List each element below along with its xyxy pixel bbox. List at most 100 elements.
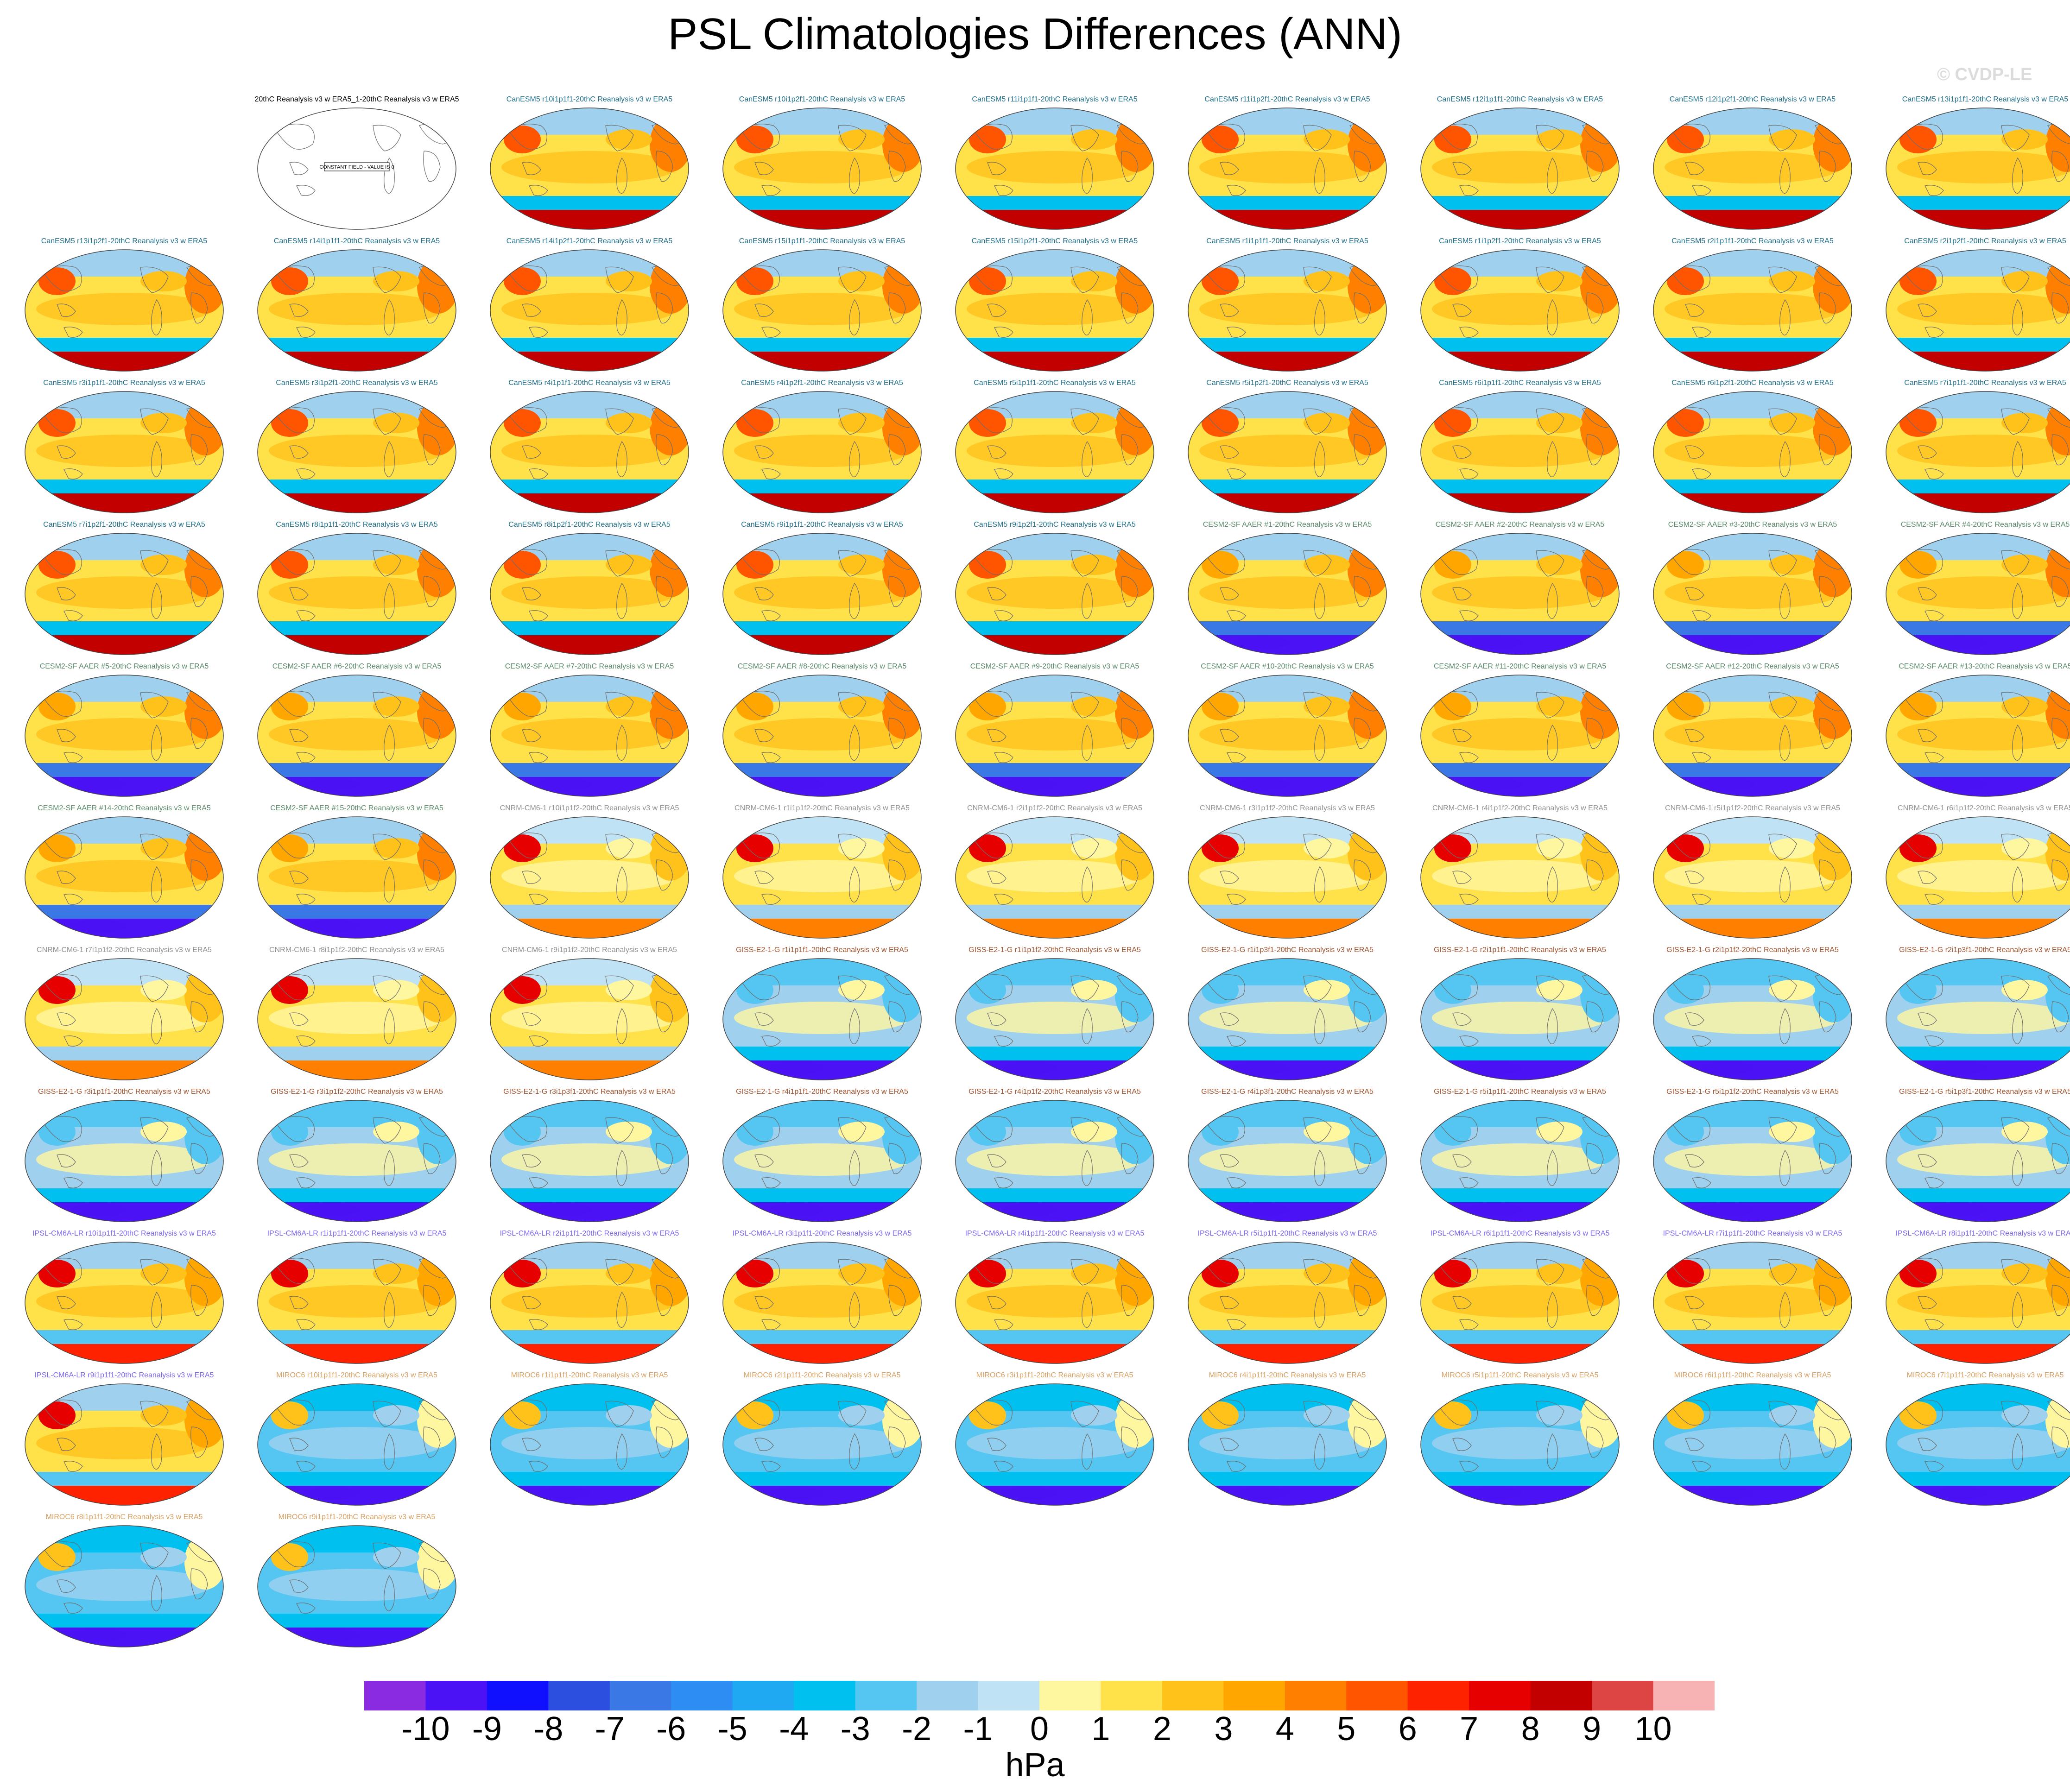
map-svg <box>1653 1100 1852 1222</box>
map-panel: CanESM5 r5i1p1f1-20thC Reanalysis v3 w E… <box>939 379 1171 520</box>
map-panel: CESM2-SF AAER #5-20thC Reanalysis v3 w E… <box>8 662 240 803</box>
map-panel: GISS-E2-1-G r4i1p1f1-20thC Reanalysis v3… <box>706 1087 938 1229</box>
map-panel: GISS-E2-1-G r2i1p3f1-20thC Reanalysis v3… <box>1869 946 2070 1087</box>
panel-title: CESM2-SF AAER #15-20thC Reanalysis v3 w … <box>270 804 443 812</box>
map-panel: CanESM5 r8i1p1f1-20thC Reanalysis v3 w E… <box>241 520 473 662</box>
colorbar-swatch <box>609 1681 671 1710</box>
panel-title: MIROC6 r5i1p1f1-20thC Reanalysis v3 w ER… <box>1441 1371 1599 1379</box>
panel-title: CESM2-SF AAER #4-20thC Reanalysis v3 w E… <box>1900 521 2070 529</box>
panel-title: IPSL-CM6A-LR r3i1p1f1-20thC Reanalysis v… <box>732 1230 912 1237</box>
map-svg <box>1188 1242 1387 1364</box>
map-svg <box>257 249 456 372</box>
map-panel: CanESM5 r4i1p1f1-20thC Reanalysis v3 w E… <box>474 379 705 520</box>
panel-title: IPSL-CM6A-LR r7i1p1f1-20thC Reanalysis v… <box>1663 1230 1842 1237</box>
colorbar-swatch <box>1101 1681 1163 1710</box>
map-svg <box>1420 675 1620 797</box>
colorbar-tick-label: 5 <box>1337 1710 1356 1748</box>
panel-title: CESM2-SF AAER #9-20thC Reanalysis v3 w E… <box>970 663 1139 670</box>
map-panel: GISS-E2-1-G r2i1p1f1-20thC Reanalysis v3… <box>1404 946 1636 1087</box>
map-panel: GISS-E2-1-G r1i1p1f2-20thC Reanalysis v3… <box>939 946 1171 1087</box>
map-svg <box>1420 533 1620 655</box>
colorbar-tick-label: 7 <box>1460 1710 1479 1748</box>
map-panel: MIROC6 r4i1p1f1-20thC Reanalysis v3 w ER… <box>1171 1371 1403 1512</box>
map-svg <box>722 1383 922 1506</box>
colorbar <box>364 1681 1715 1710</box>
panel-title: IPSL-CM6A-LR r8i1p1f1-20thC Reanalysis v… <box>1895 1230 2070 1237</box>
map-panel: CanESM5 r3i1p1f1-20thC Reanalysis v3 w E… <box>8 379 240 520</box>
map-panel: CESM2-SF AAER #4-20thC Reanalysis v3 w E… <box>1869 520 2070 662</box>
panel-title: 20thC Reanalysis v3 w ERA5_1-20thC Reana… <box>254 95 459 103</box>
panel-title: CanESM5 r15i1p2f1-20thC Reanalysis v3 w … <box>971 237 1138 245</box>
map-panel: CESM2-SF AAER #3-20thC Reanalysis v3 w E… <box>1637 520 1868 662</box>
map-panel: CanESM5 r2i1p1f1-20thC Reanalysis v3 w E… <box>1637 237 1868 378</box>
map-svg <box>25 533 224 655</box>
panel-title: CanESM5 r5i1p2f1-20thC Reanalysis v3 w E… <box>1206 379 1368 387</box>
map-svg <box>257 1100 456 1222</box>
map-svg <box>722 1100 922 1222</box>
colorbar-swatch <box>487 1681 549 1710</box>
panel-title: IPSL-CM6A-LR r4i1p1f1-20thC Reanalysis v… <box>965 1230 1145 1237</box>
map-svg <box>722 107 922 230</box>
panel-title: CanESM5 r10i1p2f1-20thC Reanalysis v3 w … <box>739 95 905 103</box>
map-panel: CESM2-SF AAER #7-20thC Reanalysis v3 w E… <box>474 662 705 803</box>
panel-title: CanESM5 r2i1p1f1-20thC Reanalysis v3 w E… <box>1671 237 1834 245</box>
panel-title: CanESM5 r13i1p2f1-20thC Reanalysis v3 w … <box>41 237 208 245</box>
panel-title: GISS-E2-1-G r4i1p3f1-20thC Reanalysis v3… <box>1201 1088 1374 1096</box>
map-panel: CanESM5 r13i1p1f1-20thC Reanalysis v3 w … <box>1869 95 2070 236</box>
map-panel: CanESM5 r5i1p2f1-20thC Reanalysis v3 w E… <box>1171 379 1403 520</box>
map-panel: CanESM5 r9i1p2f1-20thC Reanalysis v3 w E… <box>939 520 1171 662</box>
colorbar-swatch <box>1285 1681 1347 1710</box>
map-panel: CanESM5 r2i1p2f1-20thC Reanalysis v3 w E… <box>1869 237 2070 378</box>
map-svg <box>25 1383 224 1506</box>
map-svg <box>1188 816 1387 939</box>
map-svg <box>25 249 224 372</box>
map-panel: CNRM-CM6-1 r10i1p1f2-20thC Reanalysis v3… <box>474 804 705 945</box>
map-svg <box>257 1383 456 1506</box>
panel-title: CESM2-SF AAER #13-20thC Reanalysis v3 w … <box>1899 663 2070 670</box>
colorbar-swatch <box>548 1681 610 1710</box>
map-panel: GISS-E2-1-G r5i1p1f1-20thC Reanalysis v3… <box>1404 1087 1636 1229</box>
panel-title: CanESM5 r7i1p2f1-20thC Reanalysis v3 w E… <box>43 521 205 529</box>
map-panel: CanESM5 r6i1p1f1-20thC Reanalysis v3 w E… <box>1404 379 1636 520</box>
map-svg <box>955 107 1154 230</box>
map-panel: MIROC6 r9i1p1f1-20thC Reanalysis v3 w ER… <box>241 1513 473 1654</box>
panel-title: GISS-E2-1-G r5i1p1f1-20thC Reanalysis v3… <box>1434 1088 1606 1096</box>
colorbar-swatch <box>1653 1681 1715 1710</box>
map-svg <box>1653 249 1852 372</box>
map-panel: GISS-E2-1-G r1i1p1f1-20thC Reanalysis v3… <box>706 946 938 1087</box>
panel-title: GISS-E2-1-G r3i1p3f1-20thC Reanalysis v3… <box>503 1088 676 1096</box>
map-panel: CESM2-SF AAER #11-20thC Reanalysis v3 w … <box>1404 662 1636 803</box>
panel-title: CanESM5 r4i1p1f1-20thC Reanalysis v3 w E… <box>508 379 671 387</box>
panel-title: CESM2-SF AAER #14-20thC Reanalysis v3 w … <box>38 804 211 812</box>
map-svg <box>257 816 456 939</box>
panel-title: CESM2-SF AAER #7-20thC Reanalysis v3 w E… <box>505 663 674 670</box>
map-svg <box>490 107 689 230</box>
panel-title: CNRM-CM6-1 r2i1p1f2-20thC Reanalysis v3 … <box>967 804 1142 812</box>
map-svg <box>1653 816 1852 939</box>
map-panel: GISS-E2-1-G r3i1p3f1-20thC Reanalysis v3… <box>474 1087 705 1229</box>
map-svg <box>25 675 224 797</box>
map-panel: CESM2-SF AAER #9-20thC Reanalysis v3 w E… <box>939 662 1171 803</box>
panel-title: CanESM5 r1i1p2f1-20thC Reanalysis v3 w E… <box>1439 237 1601 245</box>
map-svg <box>490 391 689 513</box>
colorbar-tick-label: 2 <box>1152 1710 1171 1748</box>
panel-title: GISS-E2-1-G r2i1p1f2-20thC Reanalysis v3… <box>1666 946 1839 954</box>
map-panel: MIROC6 r1i1p1f1-20thC Reanalysis v3 w ER… <box>474 1371 705 1512</box>
panel-title: CanESM5 r12i1p1f1-20thC Reanalysis v3 w … <box>1437 95 1603 103</box>
map-svg <box>1653 675 1852 797</box>
map-panel: GISS-E2-1-G r4i1p3f1-20thC Reanalysis v3… <box>1171 1087 1403 1229</box>
panel-title: GISS-E2-1-G r1i1p1f1-20thC Reanalysis v3… <box>736 946 908 954</box>
panel-title: GISS-E2-1-G r3i1p1f1-20thC Reanalysis v3… <box>38 1088 210 1096</box>
colorbar-swatch <box>1469 1681 1531 1710</box>
map-panel: IPSL-CM6A-LR r9i1p1f1-20thC Reanalysis v… <box>8 1371 240 1512</box>
map-panel: CanESM5 r11i1p1f1-20thC Reanalysis v3 w … <box>939 95 1171 236</box>
map-svg <box>1420 1383 1620 1506</box>
map-svg <box>1886 107 2070 230</box>
map-svg <box>1886 675 2070 797</box>
map-svg <box>955 249 1154 372</box>
panel-title: IPSL-CM6A-LR r6i1p1f1-20thC Reanalysis v… <box>1430 1230 1610 1237</box>
colorbar-tick-label: 0 <box>1030 1710 1049 1748</box>
map-svg <box>1653 107 1852 230</box>
map-svg <box>490 249 689 372</box>
map-svg <box>490 816 689 939</box>
